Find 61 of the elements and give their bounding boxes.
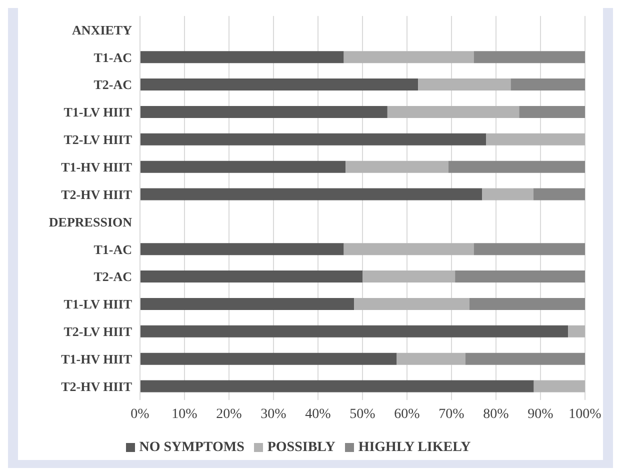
y-tick-label: T2-LV HIIT [64, 324, 132, 340]
bar [533, 188, 585, 200]
x-tick-label: 60% [394, 406, 420, 422]
x-tick-label: 30% [260, 406, 287, 422]
y-tick-label: T2-AC [94, 269, 132, 284]
legend-label: HIGHLY LIKELY [358, 440, 471, 455]
x-tick-label: 20% [216, 406, 242, 422]
bar [140, 352, 397, 365]
bar [354, 298, 470, 310]
bar [344, 243, 474, 256]
bar [140, 270, 362, 283]
x-tick-label: 0% [130, 406, 150, 422]
bar [568, 325, 585, 338]
y-tick-label: T1-HV HIIT [61, 159, 132, 174]
x-tick-label: 50% [350, 406, 376, 422]
y-tick-label: T2-HV HIIT [61, 378, 132, 394]
x-tick-label: 10% [172, 406, 198, 422]
y-tick-label: T2-HV HIIT [61, 186, 132, 202]
bar [140, 51, 344, 64]
x-tick-label: 80% [483, 406, 510, 422]
bar [418, 78, 511, 91]
bar [362, 270, 456, 283]
bar [140, 325, 568, 338]
bar [448, 160, 585, 173]
bar [396, 352, 466, 365]
bar [510, 78, 585, 91]
bar [465, 352, 585, 365]
bar [455, 270, 585, 283]
bar [344, 51, 474, 64]
y-tick-label: T1-AC [94, 50, 132, 65]
y-tick-label: ANXIETY [72, 22, 133, 38]
x-tick-label: 100% [568, 406, 602, 422]
x-tick-label: 40% [305, 406, 332, 422]
bar [140, 188, 482, 200]
bar [519, 106, 585, 118]
y-tick-label: T1-HV HIIT [61, 351, 132, 366]
y-tick-label: T1-AC [94, 242, 132, 257]
y-tick-label: T1-LV HIIT [64, 296, 132, 312]
y-tick-label: T2-LV HIIT [64, 132, 132, 148]
x-tick-label: 70% [438, 406, 465, 422]
bar [140, 298, 354, 310]
bar [534, 380, 585, 392]
bar [469, 298, 585, 310]
bar [387, 106, 520, 118]
bar [140, 78, 418, 91]
legend-label: POSSIBLY [267, 440, 336, 455]
bar [140, 106, 388, 118]
bar [140, 380, 534, 392]
x-tick-label: 90% [528, 406, 554, 422]
y-tick-label: T1-LV HIIT [64, 104, 132, 120]
bar [486, 133, 585, 146]
y-tick-label: DEPRESSION [48, 214, 133, 230]
bar [140, 243, 344, 256]
bar [140, 133, 486, 146]
bar [346, 160, 448, 173]
bar [140, 160, 346, 173]
bar [474, 51, 585, 64]
legend-label: NO SYMPTOMS [139, 440, 244, 455]
bar [482, 188, 534, 200]
bar [474, 243, 585, 256]
y-tick-label: T2-AC [94, 77, 132, 92]
